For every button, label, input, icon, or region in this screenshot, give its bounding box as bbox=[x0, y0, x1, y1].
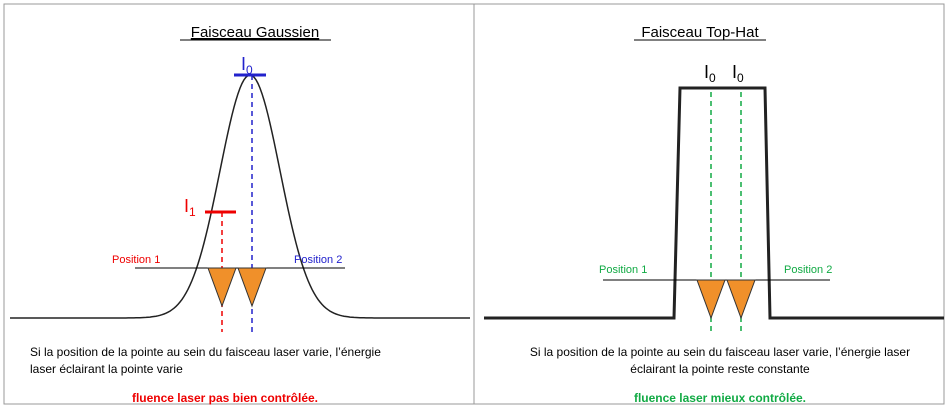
label-sub: 0 bbox=[246, 63, 253, 77]
i0-label: I0 bbox=[704, 62, 716, 85]
position-label: Position 2 bbox=[784, 264, 832, 276]
label-sub: 0 bbox=[709, 71, 716, 85]
tophat-curve bbox=[484, 86, 944, 320]
position-label: Position 1 bbox=[599, 264, 647, 276]
label-base: I bbox=[704, 62, 709, 82]
i1-label: I1 bbox=[184, 196, 196, 219]
tip bbox=[726, 279, 756, 320]
i0-label: I0 bbox=[241, 54, 253, 77]
label-sub: 0 bbox=[737, 71, 744, 85]
tip bbox=[696, 279, 726, 320]
tip bbox=[207, 267, 237, 308]
caption: Si la position de la pointe au sein du f… bbox=[530, 345, 910, 359]
label-base: I bbox=[184, 196, 189, 216]
i0-label: I0 bbox=[732, 62, 744, 85]
caption: éclairant la pointe reste constante bbox=[630, 362, 810, 376]
label-sub: 1 bbox=[189, 205, 196, 219]
tip bbox=[237, 267, 267, 308]
caption: Si la position de la pointe au sein du f… bbox=[30, 345, 381, 359]
gaussian-curve bbox=[10, 74, 470, 319]
position-label: Position 2 bbox=[294, 254, 342, 266]
panel-title: Faisceau Top-Hat bbox=[641, 24, 759, 41]
label-base: I bbox=[241, 54, 246, 74]
conclusion: fluence laser mieux contrôlée. bbox=[634, 391, 806, 405]
label-base: I bbox=[732, 62, 737, 82]
caption: laser éclairant la pointe varie bbox=[30, 362, 183, 376]
conclusion: fluence laser pas bien contrôlée. bbox=[132, 391, 318, 405]
position-label: Position 1 bbox=[112, 254, 160, 266]
panel-title: Faisceau Gaussien bbox=[191, 24, 319, 41]
